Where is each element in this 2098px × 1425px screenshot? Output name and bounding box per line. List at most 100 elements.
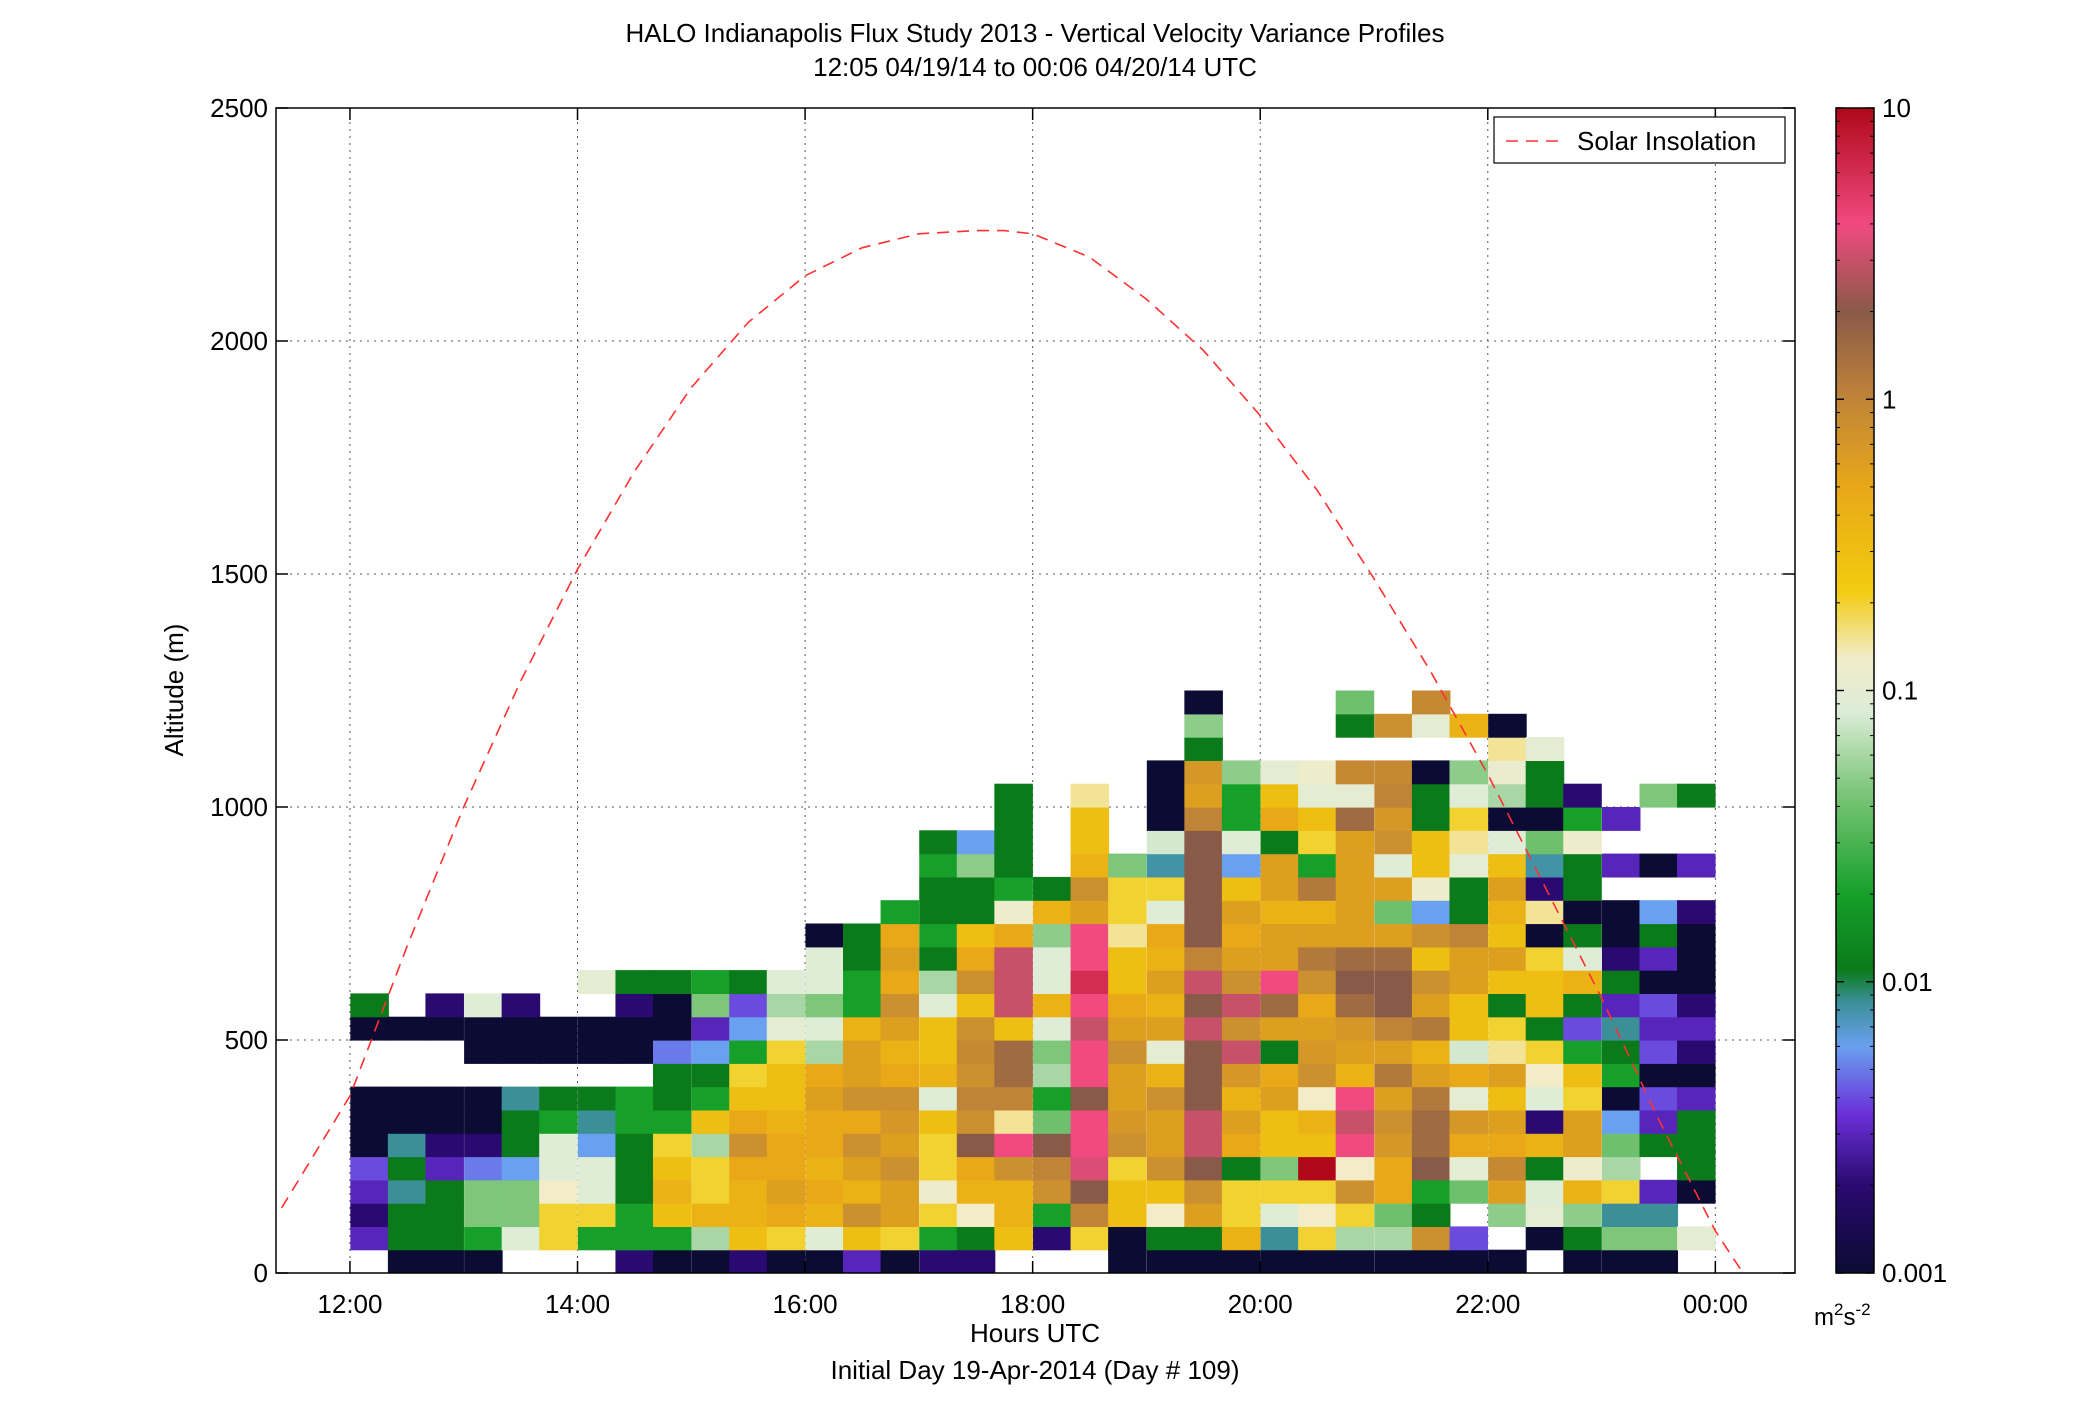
heatmap-cell bbox=[956, 1063, 996, 1088]
heatmap-cell bbox=[994, 1133, 1033, 1158]
heatmap-cell bbox=[652, 1109, 692, 1134]
heatmap-cell bbox=[1563, 900, 1602, 925]
heatmap-cell bbox=[1184, 1016, 1223, 1041]
heatmap-cell bbox=[1146, 1016, 1186, 1041]
heatmap-cell bbox=[615, 970, 654, 994]
heatmap-cell bbox=[1563, 993, 1602, 1018]
heatmap-cell bbox=[350, 1016, 389, 1041]
heatmap-cell bbox=[805, 1133, 845, 1158]
heatmap-cell bbox=[1184, 783, 1223, 808]
heatmap-cell bbox=[805, 1156, 845, 1181]
heatmap-cell bbox=[994, 807, 1033, 831]
heatmap-cell bbox=[1298, 853, 1337, 878]
heatmap-cell bbox=[994, 1203, 1033, 1227]
heatmap-cell bbox=[1563, 1203, 1602, 1227]
heatmap-cell bbox=[880, 1063, 920, 1088]
heatmap-cell bbox=[464, 1133, 503, 1158]
heatmap-cell bbox=[1184, 900, 1223, 925]
heatmap-cell bbox=[1449, 1179, 1489, 1204]
heatmap-cell bbox=[1221, 1109, 1261, 1134]
heatmap-cell bbox=[1070, 900, 1110, 925]
heatmap-cell bbox=[1677, 946, 1716, 971]
heatmap-cell bbox=[1374, 760, 1413, 785]
heatmap-cell bbox=[1639, 1109, 1679, 1134]
heatmap-cell bbox=[425, 1109, 464, 1134]
colorbar-tick-label: 0.01 bbox=[1882, 967, 1933, 997]
heatmap-cell bbox=[1033, 1040, 1072, 1064]
heatmap-cell bbox=[1449, 713, 1489, 738]
heatmap-cell bbox=[1488, 900, 1527, 925]
heatmap-cell bbox=[1563, 1249, 1602, 1273]
heatmap-cell bbox=[539, 1203, 578, 1227]
heatmap-cell bbox=[805, 923, 845, 948]
heatmap-cell bbox=[766, 1109, 806, 1134]
heatmap-cell bbox=[729, 1109, 768, 1134]
heatmap-cell bbox=[1677, 1226, 1716, 1251]
heatmap-cell bbox=[1146, 900, 1186, 925]
heatmap-cell bbox=[956, 1249, 996, 1273]
heatmap-cell bbox=[919, 993, 958, 1018]
heatmap-cell bbox=[425, 1203, 464, 1227]
heatmap-cell bbox=[1374, 783, 1413, 808]
heatmap-cell bbox=[652, 1016, 692, 1041]
heatmap-cell bbox=[1335, 1249, 1375, 1273]
heatmap-cell bbox=[1677, 923, 1716, 948]
heatmap-cell bbox=[691, 993, 731, 1018]
heatmap-cell bbox=[843, 1226, 882, 1251]
heatmap-cell bbox=[994, 1156, 1033, 1181]
heatmap-cell bbox=[1525, 993, 1565, 1018]
heatmap-cell bbox=[1449, 760, 1489, 785]
heatmap-cell bbox=[994, 1226, 1033, 1251]
chart-subtitle: 12:05 04/19/14 to 00:06 04/20/14 UTC bbox=[813, 52, 1257, 82]
heatmap-cell bbox=[350, 1156, 389, 1181]
heatmap-cell bbox=[1260, 1109, 1300, 1134]
heatmap-cell bbox=[1221, 1040, 1261, 1064]
x-tick-label: 16:00 bbox=[773, 1289, 838, 1319]
heatmap-cell bbox=[919, 1086, 958, 1111]
heatmap-cell bbox=[1601, 970, 1641, 994]
heatmap-cell bbox=[994, 1109, 1033, 1134]
heatmap-cell bbox=[843, 923, 882, 948]
heatmap-cell bbox=[1260, 1249, 1300, 1273]
heatmap-cell bbox=[919, 830, 958, 855]
heatmap-cell bbox=[729, 1133, 768, 1158]
heatmap-cell bbox=[425, 1016, 464, 1041]
heatmap-cell bbox=[1108, 993, 1147, 1018]
heatmap-cell bbox=[691, 1133, 731, 1158]
heatmap-cell bbox=[956, 1203, 996, 1227]
heatmap-cell bbox=[1449, 946, 1489, 971]
heatmap-cell bbox=[425, 1156, 464, 1181]
heatmap-cell bbox=[1033, 1203, 1072, 1227]
heatmap-cell bbox=[1449, 1156, 1489, 1181]
heatmap-cell bbox=[956, 1040, 996, 1064]
heatmap-cell bbox=[501, 1133, 541, 1158]
heatmap-cell bbox=[919, 853, 958, 878]
heatmap-cell bbox=[994, 876, 1033, 901]
heatmap-cell bbox=[1449, 1086, 1489, 1111]
heatmap-cell bbox=[1221, 760, 1261, 785]
heatmap-cell bbox=[577, 1016, 617, 1041]
heatmap-cell bbox=[464, 993, 503, 1018]
y-tick-label: 0 bbox=[254, 1258, 268, 1288]
heatmap-cell bbox=[805, 1086, 845, 1111]
heatmap-cell bbox=[1411, 1226, 1451, 1251]
legend-box bbox=[1493, 116, 1786, 164]
heatmap-cell bbox=[1221, 1249, 1261, 1273]
heatmap-cell bbox=[1146, 970, 1186, 994]
heatmap-cell bbox=[1184, 1063, 1223, 1088]
heatmap-cell bbox=[1298, 1016, 1337, 1041]
x-axis-label: Hours UTC bbox=[970, 1318, 1100, 1348]
heatmap-cell bbox=[1070, 1156, 1110, 1181]
heatmap-cell bbox=[1374, 1133, 1413, 1158]
heatmap-cell bbox=[1260, 900, 1300, 925]
heatmap-cell bbox=[350, 1086, 389, 1111]
heatmap-cell bbox=[1563, 830, 1602, 855]
heatmap-cell bbox=[1184, 1226, 1223, 1251]
heatmap-cell bbox=[464, 1203, 503, 1227]
heatmap-cell bbox=[1639, 783, 1679, 808]
heatmap-cell bbox=[843, 1249, 882, 1273]
heatmap-cell bbox=[1033, 1109, 1072, 1134]
heatmap-cell bbox=[994, 1016, 1033, 1041]
heatmap-cell bbox=[1184, 1086, 1223, 1111]
series-line-solar-insolation bbox=[281, 229, 1744, 1273]
